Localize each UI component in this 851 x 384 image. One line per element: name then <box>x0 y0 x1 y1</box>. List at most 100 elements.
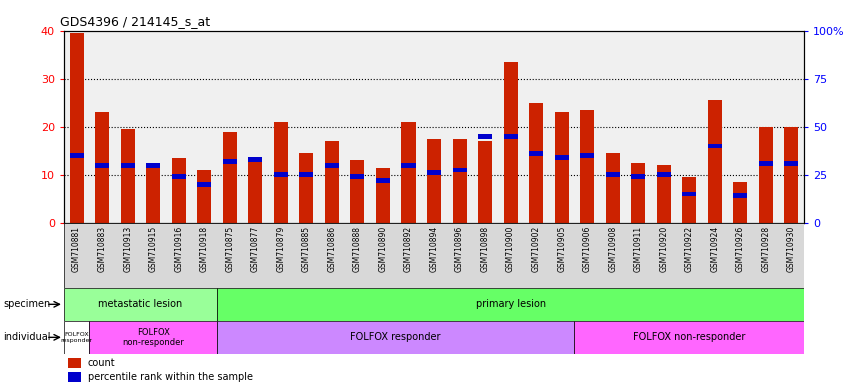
Text: GSM710902: GSM710902 <box>532 226 540 272</box>
Bar <box>223 159 237 164</box>
Text: FOLFOX responder: FOLFOX responder <box>351 332 441 343</box>
Bar <box>95 163 109 167</box>
Bar <box>64 321 89 354</box>
Bar <box>95 112 109 223</box>
Text: GSM710915: GSM710915 <box>149 226 157 272</box>
Text: GSM710924: GSM710924 <box>711 226 719 272</box>
Text: GSM710916: GSM710916 <box>174 226 183 272</box>
Text: GSM710908: GSM710908 <box>608 226 617 272</box>
Bar <box>453 167 466 172</box>
Text: primary lesion: primary lesion <box>476 299 545 310</box>
Bar <box>64 223 804 288</box>
Bar <box>146 163 160 167</box>
Text: GSM710894: GSM710894 <box>430 226 438 272</box>
Bar <box>529 103 543 223</box>
Text: GSM710885: GSM710885 <box>302 226 311 272</box>
Bar <box>529 151 543 156</box>
Bar <box>631 174 645 179</box>
Bar <box>217 288 804 321</box>
Bar <box>785 161 798 166</box>
Text: GSM710890: GSM710890 <box>379 226 387 272</box>
Bar <box>734 182 747 223</box>
Text: GSM710926: GSM710926 <box>736 226 745 272</box>
Text: GSM710896: GSM710896 <box>455 226 464 272</box>
Text: metastatic lesion: metastatic lesion <box>98 299 183 310</box>
Bar <box>197 182 211 187</box>
Text: GSM710911: GSM710911 <box>634 226 643 272</box>
Bar <box>759 127 773 223</box>
Bar <box>402 163 415 167</box>
Bar <box>427 170 441 175</box>
Text: GSM710886: GSM710886 <box>328 226 336 272</box>
Bar <box>785 127 798 223</box>
Bar <box>580 153 594 158</box>
Bar <box>708 100 722 223</box>
Bar <box>217 321 574 354</box>
Bar <box>248 158 262 223</box>
Text: FOLFOX
non-responder: FOLFOX non-responder <box>123 328 184 347</box>
Text: GSM710883: GSM710883 <box>98 226 106 272</box>
Bar <box>274 122 288 223</box>
Text: GSM710930: GSM710930 <box>787 226 796 272</box>
Bar <box>121 163 134 167</box>
Bar <box>427 139 441 223</box>
Text: GSM710898: GSM710898 <box>481 226 489 272</box>
Bar <box>146 163 160 223</box>
Bar <box>504 134 517 139</box>
Bar <box>172 158 186 223</box>
Bar <box>70 153 83 158</box>
Text: GSM710928: GSM710928 <box>762 226 770 272</box>
Bar <box>504 62 517 223</box>
Text: specimen: specimen <box>3 299 51 310</box>
Bar <box>67 372 81 382</box>
Text: count: count <box>88 358 115 368</box>
Bar <box>376 178 390 183</box>
Text: GDS4396 / 214145_s_at: GDS4396 / 214145_s_at <box>60 15 210 28</box>
Bar <box>683 192 696 196</box>
Bar <box>325 141 339 223</box>
Bar <box>555 155 568 160</box>
Bar <box>223 131 237 223</box>
Bar <box>300 153 313 223</box>
Text: GSM710906: GSM710906 <box>583 226 591 272</box>
Text: GSM710888: GSM710888 <box>353 226 362 272</box>
Text: GSM710913: GSM710913 <box>123 226 132 272</box>
Bar <box>351 161 364 223</box>
Text: GSM710877: GSM710877 <box>251 226 260 272</box>
Text: GSM710920: GSM710920 <box>660 226 668 272</box>
Text: FOLFOX
responder: FOLFOX responder <box>60 332 93 343</box>
Bar <box>574 321 804 354</box>
Bar <box>402 122 415 223</box>
Bar <box>759 161 773 166</box>
Bar <box>376 167 390 223</box>
Text: individual: individual <box>3 332 51 343</box>
Bar <box>555 112 568 223</box>
Bar <box>683 177 696 223</box>
Bar <box>121 129 134 223</box>
Text: GSM710881: GSM710881 <box>72 226 81 272</box>
Bar <box>606 172 620 177</box>
Bar <box>351 174 364 179</box>
Text: FOLFOX non-responder: FOLFOX non-responder <box>633 332 745 343</box>
Bar <box>657 172 671 177</box>
Text: GSM710875: GSM710875 <box>226 226 234 272</box>
Bar <box>606 153 620 223</box>
Bar <box>631 163 645 223</box>
Bar <box>64 288 217 321</box>
Text: percentile rank within the sample: percentile rank within the sample <box>88 372 253 382</box>
Bar <box>453 139 466 223</box>
Text: GSM710922: GSM710922 <box>685 226 694 272</box>
Text: GSM710918: GSM710918 <box>200 226 208 272</box>
Bar <box>580 110 594 223</box>
Bar <box>248 157 262 162</box>
Bar <box>67 358 81 368</box>
Bar <box>734 194 747 198</box>
Bar <box>300 172 313 177</box>
Bar <box>708 144 722 148</box>
Bar <box>70 33 83 223</box>
Text: GSM710900: GSM710900 <box>506 226 515 272</box>
Text: GSM710879: GSM710879 <box>277 226 285 272</box>
Bar <box>89 321 217 354</box>
Bar <box>172 174 186 179</box>
Text: GSM710905: GSM710905 <box>557 226 566 272</box>
